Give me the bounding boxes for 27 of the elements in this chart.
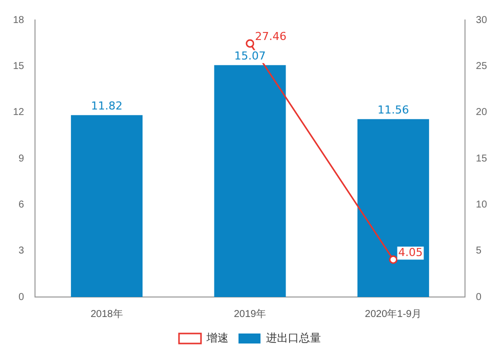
y-tick-label: 15: [13, 60, 25, 72]
bar: [357, 119, 430, 297]
y-tick-label: 12: [13, 107, 25, 118]
y2-tick-label: 0: [476, 292, 482, 303]
legend-label: 进出口总量: [266, 332, 321, 345]
y-tick-label: 3: [18, 246, 25, 257]
x-tick-label: 2018年: [90, 308, 123, 320]
data-label: 27.46: [255, 30, 286, 43]
y2-tick-label: 25: [476, 60, 488, 72]
y-tick-label: 0: [18, 292, 25, 303]
bar: [70, 115, 143, 297]
y-tick-label: 18: [13, 14, 25, 26]
legend-label: 增速: [206, 332, 228, 345]
y2-tick-label: 10: [476, 199, 488, 210]
data-label: 11.56: [378, 103, 410, 116]
y-tick-label: 9: [18, 153, 25, 164]
y2-tick-label: 5: [476, 246, 482, 257]
x-tick-label: 2020年1-9月: [364, 308, 422, 320]
data-label: 15.07: [234, 49, 266, 62]
y2-tick-label: 15: [476, 153, 488, 164]
data-label: 4.05: [398, 246, 423, 259]
y2-tick-label: 20: [476, 107, 488, 118]
y-tick-label: 6: [18, 199, 25, 210]
data-label: 11.82: [91, 99, 123, 112]
bar: [214, 65, 286, 297]
y2-tick-label: 30: [476, 14, 488, 26]
x-tick-label: 2019年: [234, 308, 266, 320]
